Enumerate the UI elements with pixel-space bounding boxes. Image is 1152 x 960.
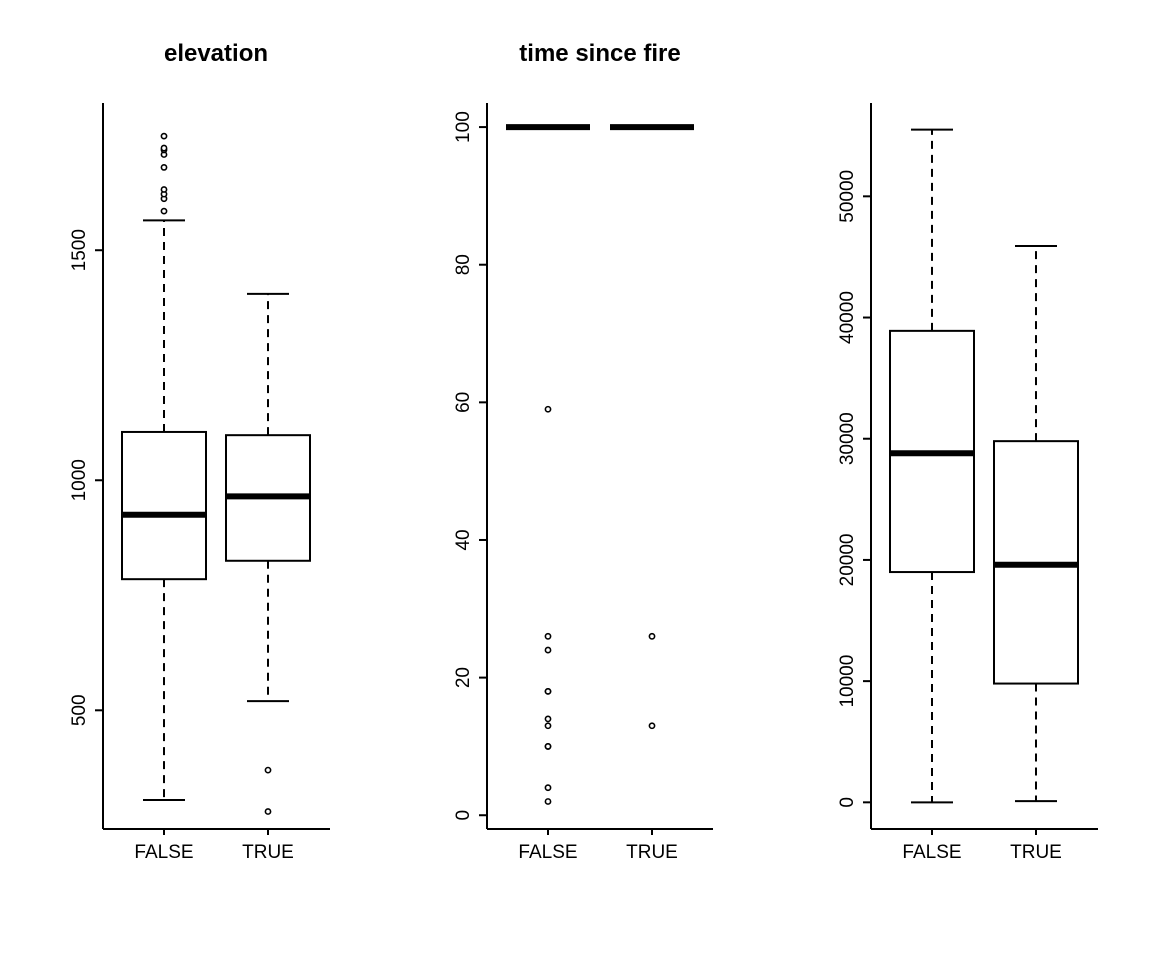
outlier-point <box>160 132 168 140</box>
y-tick-label: 20 <box>453 667 474 688</box>
x-tick-label-false: FALSE <box>902 842 961 863</box>
y-tick-label: 1500 <box>69 229 90 271</box>
outlier-point <box>160 144 168 152</box>
x-tick-labels: FALSE TRUE <box>902 842 1061 863</box>
y-tick-label: 10000 <box>837 655 858 708</box>
outlier-point <box>544 405 552 413</box>
x-tick-label-true: TRUE <box>626 842 678 863</box>
outlier-point <box>160 207 168 215</box>
y-tick-label: 40 <box>453 529 474 550</box>
panel-time-since-fire: time since fire 0 20 40 60 80 100 FALSE TRUE <box>453 40 713 863</box>
iqr-box <box>121 430 207 581</box>
outlier-point <box>544 687 552 695</box>
outlier-point <box>648 722 656 730</box>
box-false <box>121 132 207 802</box>
y-ticks: 0 20 40 60 80 100 <box>453 111 653 835</box>
outlier-point <box>544 798 552 805</box>
y-tick-label: 40000 <box>837 291 858 344</box>
outlier-point <box>544 784 552 792</box>
x-tick-label-true: TRUE <box>1010 842 1062 863</box>
y-tick-label: 1000 <box>69 459 90 501</box>
outlier-point <box>544 743 552 750</box>
outlier-point <box>648 632 656 640</box>
box-false <box>889 128 975 804</box>
x-tick-label-false: FALSE <box>134 842 193 863</box>
outlier-point <box>160 186 168 193</box>
y-tick-label: 60 <box>453 392 474 413</box>
boxes <box>506 124 694 805</box>
outlier-point <box>544 632 552 640</box>
y-tick-label: 30000 <box>837 412 858 465</box>
outlier-point <box>264 808 272 815</box>
box-true <box>610 124 694 730</box>
panel-third: 0 10000 20000 30000 40000 50000 FALSE TRUE <box>837 103 1098 863</box>
x-tick-labels: FALSE TRUE <box>134 842 293 863</box>
panel-title: time since fire <box>519 40 680 67</box>
box-true <box>993 245 1079 803</box>
y-tick-label: 0 <box>453 810 474 821</box>
y-tick-label: 80 <box>453 254 474 275</box>
y-tick-label: 100 <box>453 111 474 143</box>
y-tick-label: 50000 <box>837 170 858 223</box>
panel-elevation: elevation 500 1000 1500 FALSE TRUE <box>69 40 330 863</box>
boxes <box>121 132 311 815</box>
outlier-point <box>544 722 552 730</box>
y-ticks: 0 10000 20000 30000 40000 50000 <box>837 170 1037 835</box>
y-ticks: 500 1000 1500 <box>69 229 269 835</box>
y-tick-label: 0 <box>837 797 858 808</box>
boxes <box>889 128 1079 804</box>
box-false <box>506 124 590 805</box>
x-tick-label-true: TRUE <box>242 842 294 863</box>
panel-title: elevation <box>164 40 268 67</box>
outlier-point <box>544 646 552 654</box>
outlier-point <box>264 766 272 774</box>
box-true <box>225 292 311 815</box>
y-tick-label: 20000 <box>837 534 858 587</box>
outlier-point <box>544 715 552 723</box>
outlier-point <box>160 164 168 171</box>
x-tick-label-false: FALSE <box>518 842 577 863</box>
y-tick-label: 500 <box>69 694 90 726</box>
x-tick-labels: FALSE TRUE <box>518 842 677 863</box>
